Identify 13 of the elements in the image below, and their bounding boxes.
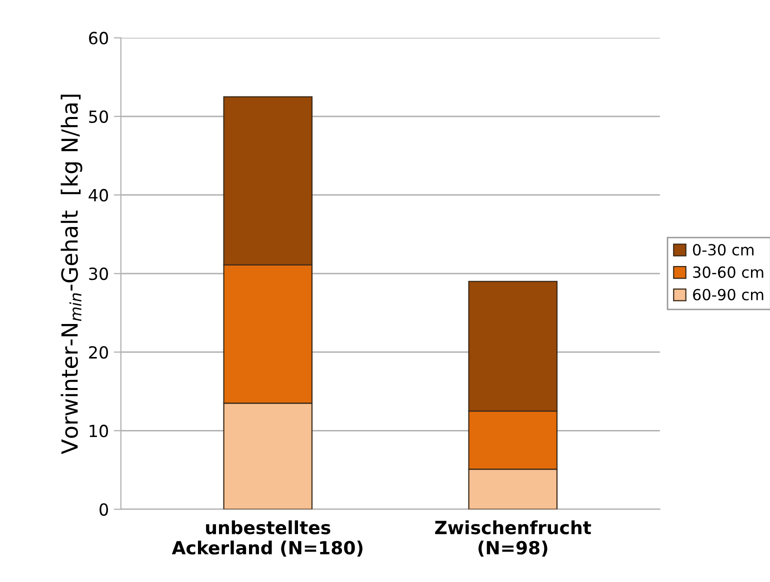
y-tick-label: 60 — [89, 32, 108, 44]
y-tick-label: 50 — [89, 110, 108, 123]
legend-label: 0-30 cm — [692, 244, 754, 256]
y-tick-label: 20 — [89, 346, 108, 359]
y-tick-label: 0 — [100, 503, 108, 516]
x-tick-label: Zwischenfrucht (N=98) — [435, 520, 592, 557]
legend-label: 60-90 cm — [693, 288, 764, 300]
y-tick-label: 10 — [90, 424, 108, 438]
legend-label: 30-60 cm — [693, 266, 764, 278]
x-tick-label: unbestelltes Ackerland (N=180) — [172, 520, 362, 557]
y-tick-label: 40 — [88, 188, 108, 202]
y-axis-title: Vorwinter-N$_{min}$-Gehalt [kg N/ha] — [60, 94, 82, 454]
y-tick-label: 30 — [89, 268, 108, 280]
